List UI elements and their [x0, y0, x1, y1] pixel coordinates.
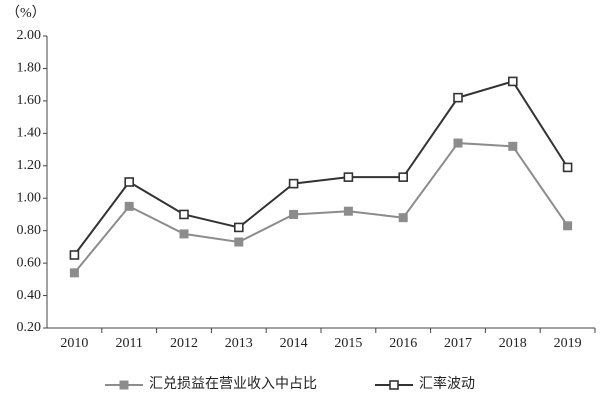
point: [507, 76, 518, 87]
point: [343, 206, 353, 216]
point: [69, 250, 80, 260]
point: [179, 229, 189, 239]
x-tick-label: 2010: [60, 336, 88, 351]
y-axis-label: （%）: [6, 5, 46, 21]
legend-marker: [389, 380, 399, 390]
point: [563, 221, 573, 231]
point: [289, 209, 299, 219]
x-tick-label: 2019: [554, 336, 582, 351]
point: [453, 138, 463, 148]
x-tick-label: 2012: [170, 336, 198, 351]
y-tick-label: 1.40: [17, 126, 42, 141]
y-tick-label: 0.80: [17, 223, 42, 238]
x-tick-label: 2017: [444, 336, 472, 351]
legend-label: 汇率波动: [419, 375, 475, 392]
x-tick-label: 2013: [225, 336, 253, 351]
point: [398, 213, 408, 223]
point: [124, 201, 134, 211]
point: [398, 172, 409, 182]
point: [508, 141, 518, 151]
y-tick-label: 0.20: [17, 320, 42, 335]
series-line: [73, 142, 569, 274]
point: [562, 162, 573, 173]
x-tick-label: 2014: [280, 336, 308, 351]
point: [234, 237, 244, 247]
x-tick-label: 2011: [115, 336, 142, 351]
y-tick-label: 1.00: [17, 190, 42, 205]
y-tick-label: 1.60: [17, 93, 42, 108]
y-tick-label: 0.40: [17, 288, 42, 303]
legend-marker: [119, 380, 129, 390]
y-tick-label: 2.00: [17, 28, 42, 43]
point: [234, 222, 244, 233]
point: [69, 268, 79, 278]
x-tick-label: 2018: [499, 336, 527, 351]
series-line: [73, 80, 569, 256]
point: [343, 172, 354, 182]
x-tick-label: 2016: [389, 336, 417, 351]
point: [179, 209, 189, 220]
point: [124, 177, 134, 187]
y-tick-label: 0.60: [17, 255, 42, 270]
y-tick-label: 1.80: [17, 61, 42, 76]
y-tick-label: 1.20: [17, 158, 42, 173]
legend-label: 汇兑损益在营业收入中占比: [149, 376, 317, 392]
point: [288, 178, 299, 189]
x-tick-label: 2015: [334, 336, 362, 351]
point: [453, 92, 463, 103]
